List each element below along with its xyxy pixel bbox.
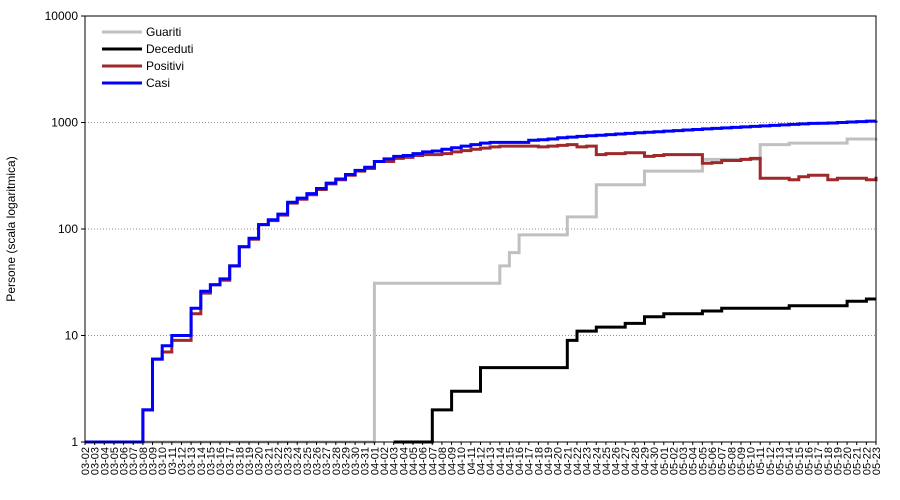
- y-tick-label: 100: [58, 222, 78, 236]
- x-tick-label: 03-12: [176, 447, 188, 475]
- x-tick-label: 05-15: [794, 447, 806, 475]
- x-tick-label: 03-11: [167, 447, 179, 474]
- x-tick-label: 04-16: [514, 447, 526, 475]
- legend-label: Guariti: [146, 25, 181, 39]
- x-tick-label: 03-30: [350, 447, 362, 475]
- x-tick-label: 03-24: [292, 447, 304, 475]
- x-axis-ticks: 03-0203-0303-0403-0503-0603-0703-0803-09…: [80, 442, 883, 475]
- x-tick-label: 04-13: [485, 447, 497, 475]
- y-axis-label: Persone (scala logaritmica): [4, 156, 18, 301]
- x-tick-label: 03-17: [225, 447, 237, 475]
- x-tick-label: 04-05: [408, 447, 420, 475]
- x-tick-label: 03-06: [119, 447, 131, 475]
- x-tick-label: 03-04: [99, 447, 111, 475]
- x-tick-label: 04-29: [639, 447, 651, 475]
- x-tick-label: 04-27: [620, 447, 632, 475]
- x-tick-label: 03-19: [244, 447, 256, 475]
- x-tick-label: 05-09: [736, 447, 748, 475]
- x-tick-label: 05-05: [697, 447, 709, 475]
- x-tick-label: 05-06: [707, 447, 719, 475]
- x-tick-label: 03-23: [283, 447, 295, 475]
- x-tick-label: 03-09: [148, 447, 160, 475]
- x-tick-label: 04-11: [466, 447, 478, 474]
- x-tick-label: 05-08: [726, 447, 738, 475]
- x-tick-label: 03-10: [157, 447, 169, 475]
- x-tick-label: 05-01: [659, 447, 671, 475]
- x-tick-label: 03-08: [138, 447, 150, 475]
- x-tick-label: 04-07: [427, 447, 439, 475]
- x-tick-label: 04-18: [533, 447, 545, 475]
- x-tick-label: 05-14: [784, 447, 796, 475]
- x-tick-label: 03-16: [215, 447, 227, 475]
- x-tick-label: 03-20: [254, 447, 266, 475]
- x-tick-label: 04-04: [398, 447, 410, 475]
- x-tick-label: 03-31: [360, 447, 372, 475]
- x-tick-label: 04-26: [611, 447, 623, 475]
- y-tick-label: 10000: [45, 9, 79, 23]
- x-tick-label: 05-18: [823, 447, 835, 475]
- x-tick-label: 04-15: [504, 447, 516, 475]
- y-tick-label: 10: [65, 329, 79, 343]
- series-line-deceduti: [393, 297, 876, 444]
- x-tick-label: 04-20: [553, 447, 565, 475]
- x-tick-label: 05-16: [803, 447, 815, 475]
- x-tick-label: 05-19: [832, 447, 844, 475]
- x-tick-label: 05-17: [813, 447, 825, 475]
- x-tick-label: 04-09: [447, 447, 459, 475]
- y-axis-ticks: 1 10 100 1000 10000: [45, 9, 85, 449]
- x-tick-label: 05-13: [775, 447, 787, 475]
- x-tick-label: 05-12: [765, 447, 777, 475]
- x-tick-label: 03-13: [186, 447, 198, 475]
- x-tick-label: 05-23: [871, 447, 883, 475]
- x-tick-label: 04-25: [601, 447, 613, 475]
- x-tick-label: 04-22: [572, 447, 584, 475]
- legend: Guariti Deceduti Positivi Casi: [102, 25, 193, 90]
- x-tick-label: 05-02: [668, 447, 680, 475]
- x-tick-label: 03-15: [205, 447, 217, 475]
- x-tick-label: 03-18: [234, 447, 246, 475]
- x-tick-label: 03-26: [312, 447, 324, 475]
- x-tick-label: 03-22: [273, 447, 285, 475]
- x-tick-label: 05-10: [746, 447, 758, 475]
- x-tick-label: 04-19: [543, 447, 555, 475]
- x-tick-label: 05-04: [688, 447, 700, 475]
- x-tick-label: 04-21: [562, 447, 574, 475]
- x-tick-label: 05-21: [852, 447, 864, 475]
- legend-label: Casi: [146, 76, 170, 90]
- x-tick-label: 04-24: [591, 447, 603, 475]
- x-tick-label: 04-10: [456, 447, 468, 475]
- x-tick-label: 04-17: [524, 447, 536, 475]
- x-tick-label: 05-20: [842, 447, 854, 475]
- x-tick-label: 04-30: [649, 447, 661, 475]
- x-tick-label: 03-14: [196, 447, 208, 475]
- x-tick-label: 03-25: [302, 447, 314, 475]
- x-tick-label: 03-27: [321, 447, 333, 475]
- x-tick-label: 03-03: [90, 447, 102, 475]
- x-tick-label: 03-29: [340, 447, 352, 475]
- x-tick-label: 04-02: [379, 447, 391, 475]
- y-tick-label: 1000: [51, 116, 78, 130]
- y-tick-label: 1: [71, 435, 78, 449]
- x-tick-label: 04-01: [369, 447, 381, 475]
- x-tick-label: 05-07: [717, 447, 729, 475]
- x-tick-label: 04-28: [630, 447, 642, 475]
- x-tick-label: 04-23: [582, 447, 594, 475]
- x-tick-label: 04-08: [437, 447, 449, 475]
- series-line-casi: [85, 119, 878, 444]
- x-tick-label: 03-02: [80, 447, 92, 475]
- x-tick-label: 03-05: [109, 447, 121, 475]
- x-tick-label: 03-21: [263, 447, 275, 475]
- x-tick-label: 04-14: [495, 447, 507, 475]
- x-tick-label: 05-11: [755, 447, 767, 474]
- x-tick-label: 03-07: [128, 447, 140, 475]
- x-tick-label: 05-22: [861, 447, 873, 475]
- legend-label: Deceduti: [146, 42, 193, 56]
- x-tick-label: 04-12: [476, 447, 488, 475]
- x-tick-label: 04-03: [389, 447, 401, 475]
- x-tick-label: 05-03: [678, 447, 690, 475]
- x-tick-label: 03-28: [331, 447, 343, 475]
- x-tick-label: 04-06: [418, 447, 430, 475]
- legend-label: Positivi: [146, 59, 184, 73]
